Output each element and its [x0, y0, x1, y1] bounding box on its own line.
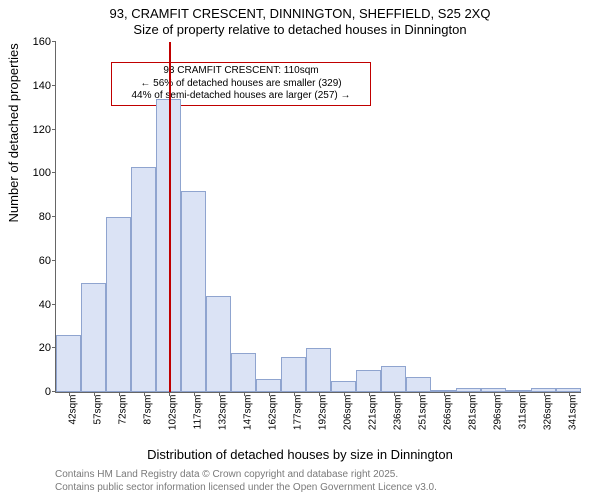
y-tick-mark	[52, 41, 56, 42]
footer-line2: Contains public sector information licen…	[55, 482, 437, 495]
plot-area: 93 CRAMFIT CRESCENT: 110sqm ← 56% of det…	[55, 42, 581, 393]
y-tick-label: 160	[21, 36, 51, 48]
y-tick-label: 60	[21, 255, 51, 267]
y-tick-label: 20	[21, 342, 51, 354]
y-tick-mark	[52, 85, 56, 86]
x-tick-label: 311sqm	[517, 395, 528, 430]
x-tick-label: 57sqm	[92, 395, 103, 425]
x-tick-label: 102sqm	[167, 395, 178, 431]
y-tick-label: 100	[21, 167, 51, 179]
property-marker-line	[169, 42, 171, 392]
chart-title-line1: 93, CRAMFIT CRESCENT, DINNINGTON, SHEFFI…	[0, 6, 600, 21]
annotation-line3: 44% of semi-detached houses are larger (…	[116, 90, 366, 103]
histogram-bar	[356, 370, 381, 392]
x-tick-label: 192sqm	[317, 395, 328, 431]
y-tick-label: 80	[21, 211, 51, 223]
x-tick-label: 251sqm	[417, 395, 428, 431]
x-tick-label: 296sqm	[492, 395, 503, 431]
y-tick-mark	[52, 304, 56, 305]
x-tick-label: 42sqm	[67, 395, 78, 425]
x-tick-label: 281sqm	[467, 395, 478, 431]
y-axis-label: Number of detached properties	[6, 43, 21, 222]
histogram-bar	[131, 167, 156, 392]
annotation-line2: ← 56% of detached houses are smaller (32…	[116, 78, 366, 91]
x-tick-label: 177sqm	[292, 395, 303, 431]
x-tick-label: 341sqm	[567, 395, 578, 431]
x-tick-label: 117sqm	[192, 395, 203, 430]
y-tick-label: 40	[21, 299, 51, 311]
footer-line1: Contains HM Land Registry data © Crown c…	[55, 469, 437, 482]
x-tick-label: 266sqm	[442, 395, 453, 431]
y-tick-mark	[52, 129, 56, 130]
x-tick-label: 87sqm	[142, 395, 153, 425]
y-tick-mark	[52, 216, 56, 217]
y-tick-label: 0	[21, 386, 51, 398]
y-tick-label: 140	[21, 80, 51, 92]
y-tick-mark	[52, 260, 56, 261]
x-tick-label: 147sqm	[242, 395, 253, 431]
annotation-line1: 93 CRAMFIT CRESCENT: 110sqm	[116, 65, 366, 78]
histogram-bar	[231, 353, 256, 392]
histogram-bar	[406, 377, 431, 392]
x-tick-label: 72sqm	[117, 395, 128, 425]
histogram-bar	[281, 357, 306, 392]
chart-title-line2: Size of property relative to detached ho…	[0, 22, 600, 37]
x-tick-label: 162sqm	[267, 395, 278, 431]
x-tick-label: 221sqm	[367, 395, 378, 431]
histogram-bar	[106, 217, 131, 392]
histogram-bar	[81, 283, 106, 392]
x-tick-label: 206sqm	[342, 395, 353, 431]
x-tick-label: 132sqm	[217, 395, 228, 431]
annotation-box: 93 CRAMFIT CRESCENT: 110sqm ← 56% of det…	[111, 62, 371, 106]
x-tick-label: 236sqm	[392, 395, 403, 431]
histogram-bar	[381, 366, 406, 392]
histogram-bar	[181, 191, 206, 392]
chart-container: 93, CRAMFIT CRESCENT, DINNINGTON, SHEFFI…	[0, 0, 600, 500]
x-tick-label: 326sqm	[542, 395, 553, 431]
footer-attribution: Contains HM Land Registry data © Crown c…	[55, 469, 437, 494]
x-axis-label: Distribution of detached houses by size …	[0, 447, 600, 462]
histogram-bar	[331, 381, 356, 392]
y-tick-mark	[52, 172, 56, 173]
histogram-bar	[306, 348, 331, 392]
histogram-bar	[206, 296, 231, 392]
histogram-bar	[56, 335, 81, 392]
histogram-bar	[256, 379, 281, 392]
y-tick-label: 120	[21, 124, 51, 136]
